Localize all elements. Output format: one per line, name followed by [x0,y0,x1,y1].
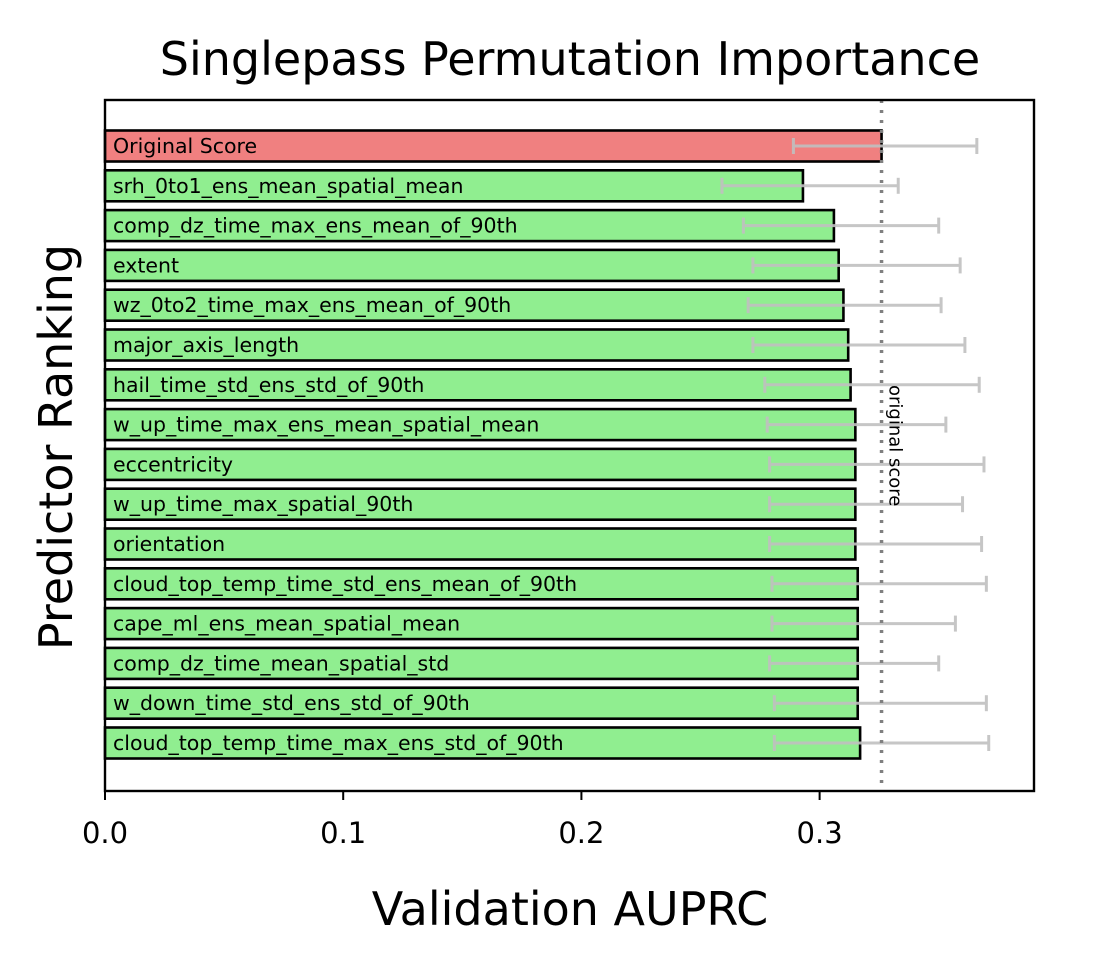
reference-line-label: original score [885,385,906,506]
bar-label: extent [113,253,179,277]
error-bar [746,297,943,314]
bar-label: w_down_time_std_ens_std_of_90th [113,691,470,716]
bar-label: srh_0to1_ens_mean_spatial_mean [113,174,463,199]
error-bar [765,416,948,433]
error-bar [768,655,941,672]
bar-hail_time_std_ens_std_of_90th [103,367,852,402]
bar-label: wz_0to2_time_max_ens_mean_of_90th [113,293,511,318]
error-bar [763,376,981,393]
x-tick-label: 0.2 [558,816,604,850]
bar-cape_ml_ens_mean_spatial_mean [103,606,860,641]
error-bar [768,536,984,552]
bar-extent [103,248,840,283]
error-bar [791,138,979,154]
bar-comp_dz_time_max_ens_mean_of_90th [103,208,836,243]
bar-label: w_up_time_max_spatial_90th [113,492,413,517]
bar-label: cape_ml_ens_mean_spatial_mean [113,612,460,637]
bar-cloud_top_temp_time_std_ens_mean_of_90th [103,566,860,601]
bar-label: eccentricity [113,452,233,476]
x-axis-label: Validation AUPRC [372,882,768,936]
bar-label: cloud_top_temp_time_std_ens_mean_of_90th [113,572,577,597]
x-tick-label: 0.0 [82,816,128,850]
bar-label: Original Score [113,134,257,158]
error-bar [741,217,941,234]
error-bar [720,177,900,194]
error-bar [770,575,988,592]
error-bar [751,337,967,353]
error-bar [751,257,962,274]
bar-label: major_axis_length [113,333,299,358]
x-axis: 0.0 0.1 0.2 0.3 [82,791,843,850]
error-bar [768,496,965,513]
error-bar [772,695,988,712]
error-bars-group [720,138,991,751]
bar-wz_0to2_time_max_ens_mean_of_90th [103,288,845,323]
bar-label: cloud_top_temp_time_max_ens_std_of_90th [113,731,564,756]
bar-comp_dz_time_mean_spatial_std [103,646,860,681]
bars-group [103,129,883,760]
bar-label: comp_dz_time_mean_spatial_std [113,651,449,676]
error-bar [772,735,991,751]
y-axis-label: Predictor Ranking [29,244,83,650]
plot-frame [103,98,1036,793]
bar-label: w_up_time_max_ens_mean_spatial_mean [113,413,539,438]
x-tick-label: 0.3 [797,816,843,850]
bar-label: hail_time_std_ens_std_of_90th [113,373,424,398]
bar-srh_0to1_ens_mean_spatial_mean [103,169,805,203]
error-bar [768,456,986,473]
reference-line-group: original score [879,100,906,791]
bar-label: orientation [113,532,225,556]
bar-label: comp_dz_time_max_ens_mean_of_90th [113,214,518,239]
bar-labels-group: Original Score srh_0to1_ens_mean_spatial_… [113,134,577,756]
error-bar [770,615,957,632]
x-tick-label: 0.1 [320,816,366,850]
chart-title: Singlepass Permutation Importance [160,32,980,86]
